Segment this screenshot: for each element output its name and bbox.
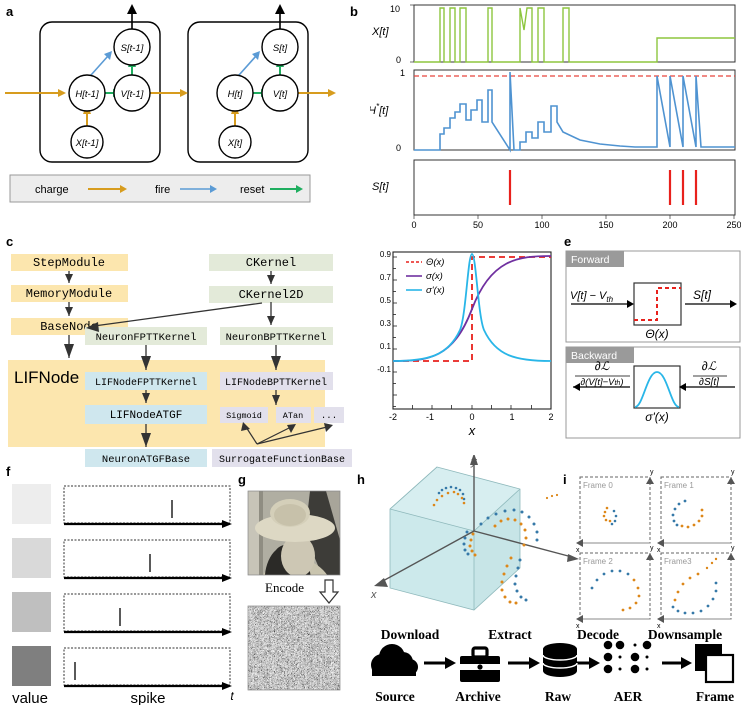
svg-text:100: 100 — [534, 220, 549, 230]
svg-text:0: 0 — [396, 55, 401, 65]
svg-text:S[t]: S[t] — [273, 43, 288, 54]
svg-text:H*[t]: H*[t] — [370, 102, 389, 117]
svg-text:Frame 2: Frame 2 — [583, 557, 613, 566]
svg-text:200: 200 — [662, 220, 677, 230]
svg-text:LIFNodeBPTTKernel: LIFNodeBPTTKernel — [225, 377, 327, 389]
svg-text:1: 1 — [509, 412, 514, 422]
svg-text:0.5: 0.5 — [380, 296, 392, 305]
svg-text:CKernel: CKernel — [246, 256, 296, 270]
svg-text:Downsample: Downsample — [648, 627, 722, 642]
svg-text:Encode: Encode — [265, 580, 304, 595]
svg-text:σ'(x): σ'(x) — [426, 285, 445, 296]
svg-text:0: 0 — [411, 220, 416, 230]
svg-text:Frame3: Frame3 — [664, 557, 692, 566]
svg-text:0.3: 0.3 — [380, 319, 392, 328]
svg-text:x: x — [657, 547, 661, 554]
svg-text:Source: Source — [375, 689, 415, 704]
svg-text:Decode: Decode — [577, 627, 619, 642]
svg-text:Sigmoid: Sigmoid — [226, 411, 262, 421]
svg-text:10: 10 — [390, 4, 400, 14]
svg-text:0.7: 0.7 — [380, 273, 392, 282]
svg-text:250: 250 — [726, 220, 741, 230]
svg-text:Forward: Forward — [571, 254, 610, 266]
svg-text:Frame 0: Frame 0 — [583, 481, 613, 490]
svg-text:fire: fire — [155, 184, 170, 196]
svg-text:LIFNodeATGF: LIFNodeATGF — [110, 410, 183, 422]
svg-text:x: x — [468, 423, 476, 438]
svg-text:S[t]: S[t] — [693, 288, 712, 302]
svg-text:V[t]: V[t] — [273, 89, 288, 100]
svg-text:-0.1: -0.1 — [377, 365, 391, 374]
svg-text:value: value — [12, 690, 48, 705]
svg-text:σ(x): σ(x) — [426, 271, 443, 282]
svg-text:∂ℒ: ∂ℒ — [595, 359, 610, 373]
svg-text:Extract: Extract — [488, 627, 532, 642]
svg-text:150: 150 — [598, 220, 613, 230]
svg-text:σ'(x): σ'(x) — [645, 410, 669, 424]
svg-text:X[t]: X[t] — [371, 26, 389, 38]
svg-text:0: 0 — [396, 143, 401, 153]
svg-text:ATan: ATan — [283, 411, 303, 421]
svg-text:spike: spike — [130, 690, 165, 705]
svg-text:y: y — [650, 469, 654, 476]
svg-text:-2: -2 — [389, 412, 397, 422]
svg-text:charge: charge — [35, 184, 69, 196]
svg-text:...: ... — [321, 411, 337, 421]
svg-text:Θ(x): Θ(x) — [426, 257, 444, 268]
svg-text:x: x — [370, 589, 377, 601]
svg-text:S[t-1]: S[t-1] — [121, 43, 144, 54]
svg-text:Archive: Archive — [455, 689, 501, 704]
svg-text:S[t]: S[t] — [372, 181, 389, 193]
svg-text:0.9: 0.9 — [380, 250, 392, 259]
svg-text:Θ(x): Θ(x) — [645, 327, 668, 341]
svg-text:LIFNodeFPTTKernel: LIFNodeFPTTKernel — [95, 377, 197, 389]
svg-text:∂S[t]: ∂S[t] — [699, 377, 719, 388]
svg-text:1: 1 — [400, 68, 405, 78]
svg-text:x: x — [576, 547, 580, 554]
svg-text:∂ℒ: ∂ℒ — [702, 359, 717, 373]
svg-text:StepModule: StepModule — [33, 256, 105, 270]
svg-text:MemoryModule: MemoryModule — [26, 287, 112, 301]
svg-text:V[t-1]: V[t-1] — [121, 89, 144, 100]
svg-text:y: y — [731, 469, 735, 476]
svg-text:50: 50 — [473, 220, 483, 230]
svg-text:NeuronBPTTKernel: NeuronBPTTKernel — [226, 332, 327, 344]
svg-text:y: y — [650, 545, 654, 552]
svg-text:Frame: Frame — [696, 689, 734, 704]
svg-text:NeuronFPTTKernel: NeuronFPTTKernel — [96, 332, 197, 344]
svg-text:X[t]: X[t] — [227, 138, 243, 149]
svg-text:-1: -1 — [426, 412, 434, 422]
svg-text:Frame 1: Frame 1 — [664, 481, 694, 490]
svg-text:X[t-1]: X[t-1] — [75, 138, 99, 149]
svg-text:Download: Download — [381, 627, 440, 642]
svg-text:2: 2 — [548, 412, 553, 422]
svg-text:AER: AER — [614, 689, 643, 704]
svg-text:LIFNode: LIFNode — [14, 368, 79, 387]
svg-text:0.1: 0.1 — [380, 342, 392, 351]
svg-text:CKernel2D: CKernel2D — [239, 288, 304, 302]
svg-text:y: y — [731, 545, 735, 552]
svg-text:H[t-1]: H[t-1] — [75, 89, 99, 100]
svg-text:reset: reset — [240, 184, 264, 196]
svg-text:H[t]: H[t] — [228, 89, 243, 100]
svg-text:Raw: Raw — [545, 689, 571, 704]
svg-text:0: 0 — [469, 412, 474, 422]
